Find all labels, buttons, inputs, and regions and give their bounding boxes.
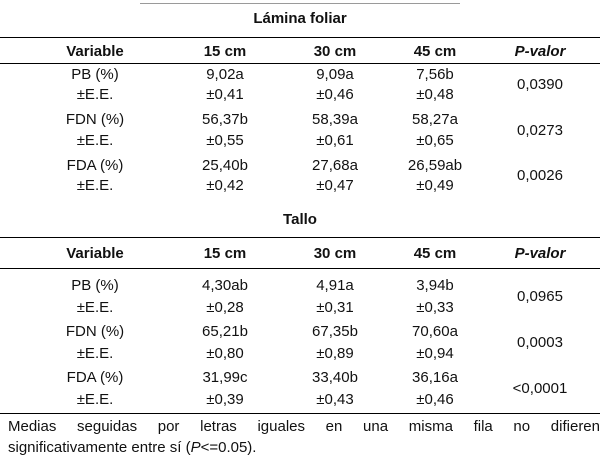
footnote-line-2-italic: P xyxy=(190,439,201,456)
se-45cm: ±0,65 xyxy=(416,132,454,149)
value-15cm: 31,99c xyxy=(202,369,248,386)
value-30cm: 33,40b xyxy=(312,369,358,386)
value-45cm: 7,56b xyxy=(416,66,454,83)
header-p-valor: P-valor xyxy=(514,245,566,262)
se-15cm: ±0,28 xyxy=(206,299,244,316)
row-variable: FDN (%) xyxy=(65,323,125,340)
value-30cm: 9,09a xyxy=(316,66,354,83)
value-30cm: 67,35b xyxy=(312,323,358,340)
rule xyxy=(0,37,600,38)
se-30cm: ±0,46 xyxy=(316,86,354,103)
header-variable: Variable xyxy=(66,245,124,262)
se-15cm: ±0,42 xyxy=(206,177,244,194)
value-15cm: 65,21b xyxy=(202,323,248,340)
p-value: 0,0273 xyxy=(517,122,563,139)
p-value: 0,0003 xyxy=(517,334,563,351)
se-30cm: ±0,89 xyxy=(316,345,354,362)
p-value: 0,0965 xyxy=(517,288,563,305)
se-15cm: ±0,39 xyxy=(206,391,244,408)
rule xyxy=(0,237,600,238)
value-15cm: 4,30ab xyxy=(202,277,248,294)
row-variable: PB (%) xyxy=(71,66,119,83)
header-variable: Variable xyxy=(66,43,124,60)
cropped-top-line xyxy=(0,0,600,4)
se-15cm: ±0,55 xyxy=(206,132,244,149)
value-45cm: 36,16a xyxy=(412,369,458,386)
value-15cm: 9,02a xyxy=(206,66,244,83)
row-variable: PB (%) xyxy=(71,277,119,294)
row-se-label: ±E.E. xyxy=(76,177,114,194)
row-se-label: ±E.E. xyxy=(76,86,114,103)
header-30cm: 30 cm xyxy=(313,245,357,262)
se-30cm: ±0,47 xyxy=(316,177,354,194)
value-30cm: 27,68a xyxy=(312,157,358,174)
value-15cm: 56,37b xyxy=(202,111,248,128)
se-30cm: ±0,31 xyxy=(316,299,354,316)
row-se-label: ±E.E. xyxy=(76,299,114,316)
rule xyxy=(0,63,600,64)
value-15cm: 25,40b xyxy=(202,157,248,174)
footnote: Medias seguidas por letras iguales en un… xyxy=(8,416,600,458)
row-variable: FDN (%) xyxy=(65,111,125,128)
p-value: <0,0001 xyxy=(512,380,568,397)
row-variable: FDA (%) xyxy=(66,369,124,386)
value-45cm: 3,94b xyxy=(416,277,454,294)
p-value: 0,0390 xyxy=(517,76,563,93)
row-variable: FDA (%) xyxy=(66,157,124,174)
rule xyxy=(0,268,600,269)
row-se-label: ±E.E. xyxy=(76,345,114,362)
section-title-tallo: Tallo xyxy=(283,211,317,228)
header-30cm: 30 cm xyxy=(313,43,357,60)
footnote-line-2-post: <=0.05). xyxy=(200,439,257,456)
se-45cm: ±0,48 xyxy=(416,86,454,103)
value-45cm: 26,59ab xyxy=(407,157,463,174)
se-45cm: ±0,46 xyxy=(416,391,454,408)
se-30cm: ±0,43 xyxy=(316,391,354,408)
rule xyxy=(0,413,600,414)
header-45cm: 45 cm xyxy=(413,43,457,60)
header-45cm: 45 cm xyxy=(413,245,457,262)
value-45cm: 70,60a xyxy=(412,323,458,340)
section-title-lamina: Lámina foliar xyxy=(253,10,347,27)
footnote-line-1: Medias seguidas por letras iguales en un… xyxy=(8,418,600,435)
value-30cm: 58,39a xyxy=(312,111,358,128)
header-15cm: 15 cm xyxy=(203,43,247,60)
header-p-valor: P-valor xyxy=(514,43,566,60)
se-30cm: ±0,61 xyxy=(316,132,354,149)
value-45cm: 58,27a xyxy=(412,111,458,128)
footnote-line-2: significativamente entre sí (P<=0.05). xyxy=(8,437,600,458)
row-se-label: ±E.E. xyxy=(76,132,114,149)
footnote-line-2-pre: significativamente entre sí ( xyxy=(8,439,191,456)
value-30cm: 4,91a xyxy=(316,277,354,294)
se-45cm: ±0,33 xyxy=(416,299,454,316)
se-15cm: ±0,80 xyxy=(206,345,244,362)
se-15cm: ±0,41 xyxy=(206,86,244,103)
se-45cm: ±0,94 xyxy=(416,345,454,362)
row-se-label: ±E.E. xyxy=(76,391,114,408)
se-45cm: ±0,49 xyxy=(416,177,454,194)
header-15cm: 15 cm xyxy=(203,245,247,262)
p-value: 0,0026 xyxy=(517,167,563,184)
